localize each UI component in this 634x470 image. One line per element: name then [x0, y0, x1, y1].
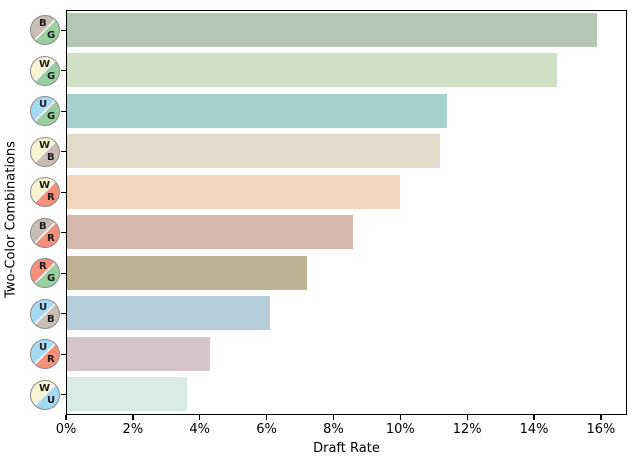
- y-tick-mark: [61, 353, 66, 355]
- x-tick-label: 16%: [586, 422, 616, 437]
- mana-letter: G: [47, 30, 56, 42]
- bar-WB: [67, 134, 441, 169]
- bar-UB: [67, 296, 271, 331]
- x-tick-label: 14%: [519, 422, 549, 437]
- x-tick-mark: [332, 415, 335, 420]
- mana-letter: R: [47, 354, 55, 366]
- mana-letter: B: [47, 313, 55, 325]
- x-tick-label: 12%: [452, 422, 482, 437]
- y-tick-mark: [61, 394, 66, 396]
- mana-letter: G: [47, 70, 56, 82]
- y-tick-mark: [61, 313, 66, 315]
- x-tick-mark: [533, 415, 535, 420]
- x-axis-label: Draft Rate: [313, 441, 380, 456]
- mana-letter: B: [39, 18, 47, 30]
- bar-WR: [67, 174, 401, 209]
- y-tick-mark: [61, 29, 66, 31]
- mana-letter: R: [47, 232, 55, 244]
- y-tick-mark: [61, 272, 66, 274]
- plot-area: [66, 10, 627, 415]
- mana-letter: R: [39, 261, 47, 273]
- x-tick-label: 10%: [385, 422, 415, 437]
- mana-letter: W: [39, 139, 51, 151]
- y-tick-mark: [61, 191, 66, 193]
- mana-letter: W: [39, 58, 51, 70]
- mana-letter: U: [39, 301, 48, 313]
- bar-BR: [67, 215, 354, 250]
- mana-letter: W: [39, 382, 51, 394]
- bar-UG: [67, 93, 447, 128]
- bar-RG: [67, 255, 307, 290]
- y-tick-mark: [61, 232, 66, 234]
- bar-BG: [67, 12, 597, 47]
- mana-letter: R: [47, 192, 55, 204]
- x-tick-mark: [132, 415, 134, 420]
- mana-letter: W: [39, 180, 51, 192]
- x-tick-mark: [466, 415, 468, 420]
- mana-letter: U: [39, 99, 48, 111]
- y-axis-label: Two-Color Combinations: [3, 141, 19, 298]
- bar-WG: [67, 53, 557, 88]
- mana-letter: G: [47, 273, 56, 285]
- mana-letter: U: [47, 394, 56, 406]
- y-tick-mark: [61, 110, 66, 112]
- mana-letter: U: [39, 342, 48, 354]
- x-tick-mark: [265, 415, 268, 420]
- x-tick-mark: [399, 415, 401, 420]
- x-tick-mark: [65, 415, 67, 420]
- mana-letter: B: [47, 151, 55, 163]
- mana-letter: G: [47, 111, 56, 123]
- bar-UR: [67, 336, 211, 371]
- x-tick-label: 8%: [323, 422, 344, 437]
- y-tick-mark: [61, 70, 66, 72]
- x-tick-mark: [600, 415, 602, 420]
- x-tick-label: 2%: [122, 422, 144, 437]
- x-tick-label: 6%: [256, 422, 277, 437]
- bar-WU: [67, 377, 187, 412]
- x-tick-label: 0%: [55, 422, 77, 437]
- mana-letter: B: [39, 220, 47, 232]
- x-tick-mark: [199, 415, 201, 420]
- y-tick-mark: [61, 151, 66, 153]
- x-tick-label: 4%: [189, 422, 211, 437]
